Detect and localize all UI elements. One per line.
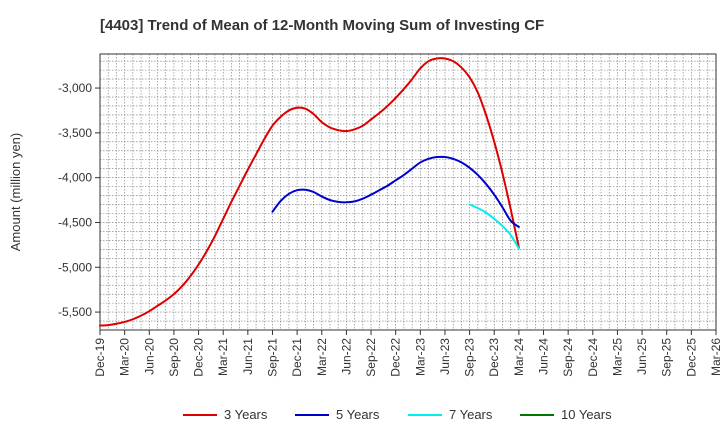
x-tick-label: Mar-21 [216, 338, 230, 376]
series-line-3-years [99, 57, 520, 327]
plot-area [100, 54, 716, 330]
x-tick-label: Dec-25 [684, 338, 698, 377]
x-tick-label: Jun-23 [438, 338, 452, 375]
y-tick-label: -5,000 [58, 260, 92, 274]
x-tick-label: Dec-22 [389, 338, 403, 377]
y-tick-label: -3,000 [58, 81, 92, 95]
chart-title: [4403] Trend of Mean of 12-Month Moving … [100, 17, 544, 34]
x-tick-label: Mar-25 [610, 338, 624, 376]
x-tick-label: Dec-23 [487, 338, 501, 377]
series-lines [99, 57, 520, 327]
x-tick-label: Jun-21 [241, 338, 255, 375]
y-tick-label: -3,500 [58, 126, 92, 140]
x-tick-label: Dec-20 [192, 338, 206, 377]
x-tick-label: Dec-19 [93, 338, 107, 377]
x-tick-label: Mar-22 [315, 338, 329, 376]
x-tick-label: Sep-24 [561, 338, 575, 377]
x-axis: Dec-19 Mar-20 Jun-20 Sep-20 Dec-20 Mar-21 Jun-… [93, 330, 720, 377]
x-tick-label: Sep-21 [265, 338, 279, 377]
x-tick-label: Sep-25 [660, 338, 674, 377]
x-tick-label: Mar-23 [413, 338, 427, 376]
x-tick-label: Mar-24 [512, 338, 526, 376]
legend-label-10-years: 10 Years [561, 407, 612, 422]
grid-lines [100, 54, 716, 330]
x-tick-label: Jun-24 [537, 338, 551, 375]
x-tick-label: Mar-20 [118, 338, 132, 376]
x-tick-label: Sep-22 [364, 338, 378, 377]
legend-label-3-years: 3 Years [224, 407, 268, 422]
x-tick-label: Jun-22 [339, 338, 353, 375]
series-line-7-years [468, 203, 520, 250]
x-tick-label: Dec-21 [290, 338, 304, 377]
y-tick-label: -4,500 [58, 215, 92, 229]
legend: 3 Years 5 Years 7 Years 10 Years [183, 407, 612, 422]
y-axis-label: Amount (million yen) [8, 133, 23, 252]
y-tick-label: -5,500 [58, 305, 92, 319]
x-tick-label: Jun-25 [635, 338, 649, 375]
x-tick-label: Sep-23 [463, 338, 477, 377]
x-tick-label: Mar-26 [709, 338, 720, 376]
legend-label-5-years: 5 Years [336, 407, 380, 422]
y-axis: -5,500 -5,000 -4,500 -4,000 -3,500 -3,000 [58, 81, 100, 319]
x-tick-label: Dec-24 [586, 338, 600, 377]
x-tick-label: Sep-20 [167, 338, 181, 377]
series-line-5-years [271, 155, 520, 228]
plot-frame [99, 53, 717, 331]
legend-label-7-years: 7 Years [449, 407, 493, 422]
x-tick-label: Jun-20 [142, 338, 156, 375]
y-tick-label: -4,000 [58, 171, 92, 185]
